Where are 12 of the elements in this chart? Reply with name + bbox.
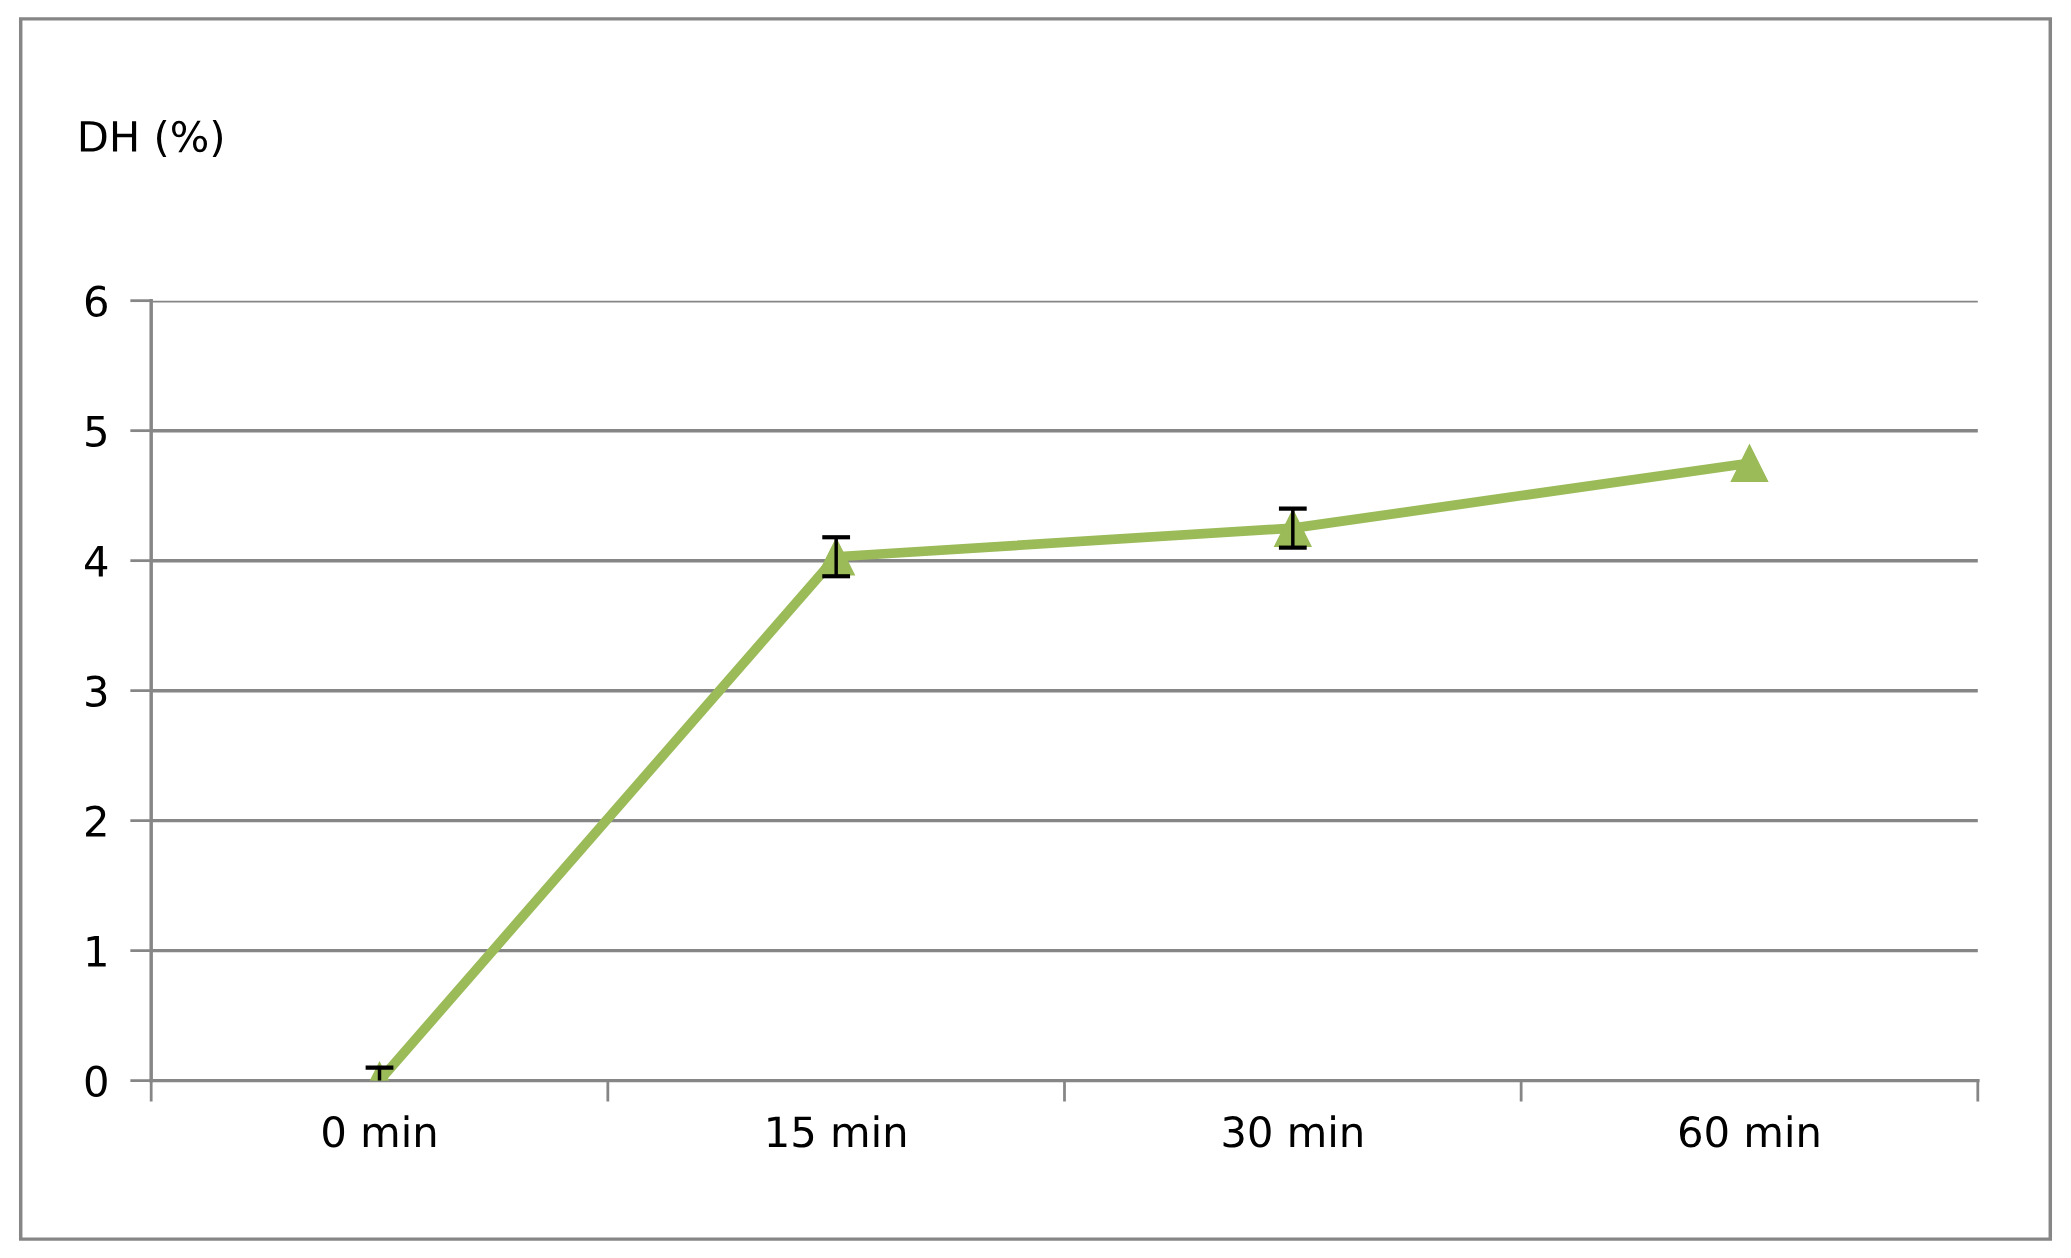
y-tick-label: 2: [86, 805, 106, 837]
y-tick-label: 3: [86, 675, 107, 708]
x-tick-label: 30 min: [1223, 1115, 1362, 1148]
y-axis-title: DH (%): [80, 119, 222, 158]
y-tick-label: 1: [87, 936, 106, 967]
y-tick-label: 6: [85, 285, 107, 318]
y-tick-label: 0: [85, 1065, 107, 1098]
y-tick-label: 4: [85, 546, 108, 577]
x-tick-label: 15 min: [768, 1115, 906, 1148]
y-tick-label: 5: [86, 416, 106, 448]
x-tick-label: 0 min: [323, 1115, 436, 1148]
x-tick-label: 60 min: [1679, 1115, 1819, 1148]
